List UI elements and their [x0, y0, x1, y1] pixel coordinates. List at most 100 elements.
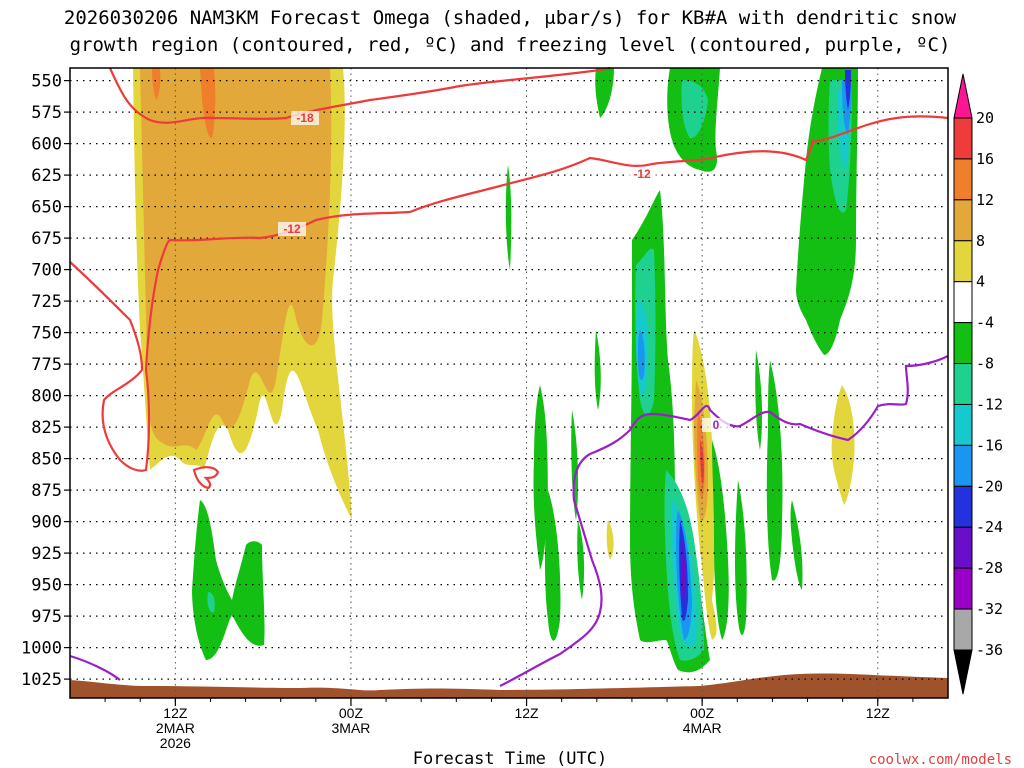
x-tick-label-0-0: 12Z — [163, 705, 188, 721]
contour-minus12-lower — [69, 238, 171, 472]
y-tick-label-575: 575 — [31, 103, 62, 123]
contour-label-0: -18 — [296, 111, 314, 125]
colorbar-swatch-3 — [953, 240, 973, 283]
x-tick-label-1-1: 3MAR — [332, 720, 371, 736]
colorbar-label-10: -24 — [976, 518, 1003, 536]
colorbar-swatch-2 — [953, 199, 973, 242]
colorbar-label-4: 4 — [976, 273, 985, 291]
y-tick-label-875: 875 — [31, 481, 62, 501]
omega-negative-region-mar2 — [192, 500, 265, 660]
colorbar-swatch-7 — [953, 403, 973, 446]
y-tick-label-950: 950 — [31, 576, 62, 596]
y-tick-label-750: 750 — [31, 324, 62, 344]
y-tick-label-725: 725 — [31, 292, 62, 312]
y-tick-label-675: 675 — [31, 229, 62, 249]
y-tick-label-1025: 1025 — [21, 670, 62, 690]
contour-label-bg-2 — [628, 167, 656, 181]
freezing-level-contour — [69, 355, 949, 687]
plot-area: -18 -12 -12 0 — [69, 66, 949, 699]
omega-shade-12-area — [152, 68, 216, 139]
y-tick-label-600: 600 — [31, 135, 62, 155]
omega-main-neg28 — [681, 540, 686, 605]
vertical-gridlines — [174, 68, 879, 698]
omega-shade-neg12-area — [207, 592, 215, 613]
omega-upper-neg12 — [681, 80, 708, 139]
colorbar-label-12: -32 — [976, 600, 1003, 618]
colorbar-swatch-10 — [953, 526, 973, 569]
x-tick-label-1-0: 00Z — [339, 705, 364, 721]
colorbar-swatch-5 — [953, 322, 973, 365]
omega-after-streak-1 — [712, 440, 729, 640]
colorbar-label-1: 16 — [976, 150, 994, 168]
omega-upper-region-mar4 — [667, 68, 720, 172]
credit-text: coolwx.com/models — [869, 752, 1012, 768]
contour-label-bg-1 — [278, 222, 306, 236]
y-tick-label-650: 650 — [31, 198, 62, 218]
chart-title-line-2: growth region (contoured, red, ºC) and f… — [70, 34, 951, 56]
contour-label-3: 0 — [713, 418, 720, 432]
omega-strip-16 — [700, 440, 704, 485]
colorbar-label-13: -36 — [976, 641, 1003, 659]
colorbar-swatch-8 — [953, 444, 973, 487]
omega-negative-streaks-mar4 — [712, 350, 855, 640]
colorbar-label-6: -8 — [976, 355, 994, 373]
y-tick-label-975: 975 — [31, 607, 62, 627]
x-tick-label-0-2: 2026 — [160, 735, 191, 751]
y-tick-label-700: 700 — [31, 261, 62, 281]
omega-streak-low-5 — [594, 330, 601, 410]
colorbar-swatch-12 — [953, 608, 973, 651]
y-tick-label-800: 800 — [31, 387, 62, 407]
contour-label-bg-0 — [291, 111, 319, 125]
y-axis-labels: 550 575 600 625 650 675 700 725 750 775 800 825 850 8… — [21, 72, 70, 690]
contour-small-loop — [192, 466, 220, 490]
colorbar-label-9: -20 — [976, 477, 1003, 495]
colorbar: 20 16 12 8 4 -4 -8 -12 -16 -20 -24 -28 -32 -36 — [953, 73, 1003, 695]
x-tick-label-0-1: 2MAR — [156, 720, 195, 736]
omega-yellow-fleck — [606, 520, 614, 560]
x-tick-label-2-0: 12Z — [514, 705, 539, 721]
contour-labels: -18 -12 -12 0 — [278, 111, 730, 432]
colorbar-swatch-0 — [953, 117, 973, 160]
omega-streak-upper — [505, 165, 512, 270]
x-tick-label-3-1: 4MAR — [683, 720, 722, 736]
colorbar-label-7: -12 — [976, 395, 1003, 413]
omega-shade-8-area — [140, 68, 332, 450]
colorbar-label-11: -28 — [976, 559, 1003, 577]
colorbar-top-arrow — [953, 73, 973, 119]
omega-streak-low-2 — [545, 490, 561, 641]
colorbar-label-0: 20 — [976, 109, 994, 127]
chart-title-line-1: 2026030206 NAM3KM Forecast Omega (shaded… — [64, 7, 957, 29]
omega-streak-low-4 — [577, 520, 585, 600]
y-tick-label-1000: 1000 — [21, 639, 62, 659]
y-tick-label-850: 850 — [31, 450, 62, 470]
omega-main-neg20 — [638, 330, 692, 640]
omega-streak-low-1 — [533, 385, 548, 570]
colorbar-label-5: -4 — [976, 314, 994, 332]
omega-shade-neg8-area — [192, 500, 265, 660]
y-tick-label-625: 625 — [31, 166, 62, 186]
omega-streak-top — [595, 68, 614, 118]
omega-negative-region-mar4 — [630, 190, 710, 673]
omega-after-streak-4 — [766, 360, 783, 581]
y-tick-label-550: 550 — [31, 72, 62, 92]
omega-negative-streaks-mar3 — [505, 68, 614, 641]
x-tick-label-3-0: 00Z — [690, 705, 715, 721]
colorbar-label-8: -16 — [976, 436, 1003, 454]
y-tick-label-775: 775 — [31, 355, 62, 375]
y-tick-label-825: 825 — [31, 418, 62, 438]
colorbar-swatch-9 — [953, 485, 973, 528]
contour-label-bg-3 — [702, 418, 730, 432]
omega-yellow-blob-right — [831, 385, 855, 505]
colorbar-label-3: 8 — [976, 232, 985, 250]
contour-label-1: -12 — [283, 222, 301, 236]
colorbar-bottom-arrow — [953, 649, 973, 695]
omega-after-streak-3 — [755, 350, 763, 450]
terrain-fill — [70, 673, 948, 698]
plot-border — [69, 67, 949, 699]
x-tick-label-4-0: 12Z — [866, 705, 891, 721]
omega-upper-region-right — [796, 68, 858, 355]
omega-positive-region-mar2 — [133, 68, 352, 520]
colorbar-swatch-4 — [953, 281, 973, 324]
